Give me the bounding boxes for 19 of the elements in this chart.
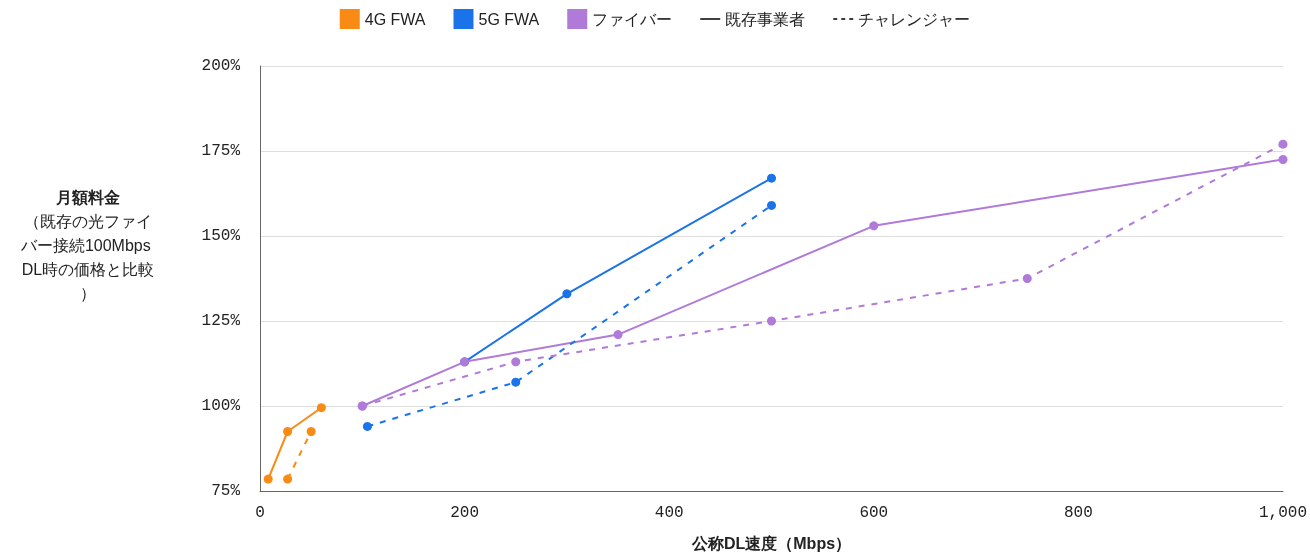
legend-label: 既存事業者 [725, 10, 806, 28]
x-tick-label: 800 [1063, 504, 1093, 522]
x-tick-label: 600 [859, 504, 889, 522]
y-axis-title: 月額料金（既存の光ファイバー接続100Mbps DL時の価格と比較） [19, 188, 156, 302]
y-tick-label: 100% [201, 397, 241, 415]
x-tick-label: 200 [450, 504, 480, 522]
x-tick-label: 1,000 [1258, 504, 1307, 522]
legend-label: 4G FWA [364, 10, 426, 28]
y-tick-label: 125% [201, 312, 241, 330]
y-tick-label: 175% [201, 142, 241, 160]
y-tick-label: 150% [201, 227, 241, 245]
x-tick-label: 400 [654, 504, 684, 522]
y-tick-label: 200% [201, 57, 241, 75]
legend-label: 5G FWA [478, 10, 540, 28]
legend-label: ファイバー [592, 10, 673, 28]
legend-label: チャレンジャー [858, 10, 971, 28]
y-tick-label: 75% [211, 482, 241, 500]
x-tick-label: 0 [255, 504, 265, 522]
x-axis-title: 公称DL速度（Mbps） [690, 533, 852, 553]
